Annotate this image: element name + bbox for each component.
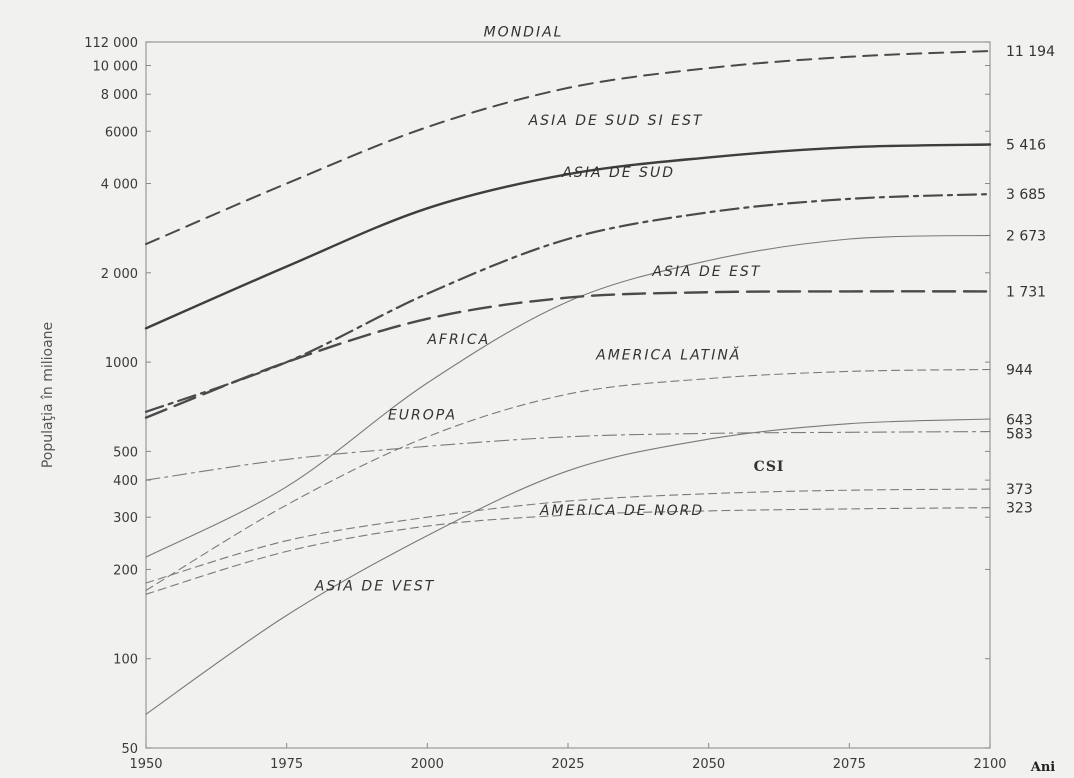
end-label-mondial: 11 194 [1006, 44, 1055, 60]
y-tick-label-8-000: 8 000 [101, 88, 138, 103]
end-label-america-de-nord: 323 [1006, 501, 1033, 517]
series-label-asia-de-vest: ASIA DE VEST [314, 578, 436, 594]
end-label-asia-de-vest: 643 [1006, 413, 1033, 429]
x-tick-label-2025: 2025 [551, 757, 584, 772]
x-tick-label-2100: 2100 [973, 757, 1006, 772]
end-label-asia-de-est: 1 731 [1006, 284, 1046, 300]
series-line-mondial [145, 50, 991, 246]
y-axis-title: Populaţia în milioane [40, 322, 56, 468]
series-line-asia-de-est [144, 290, 992, 419]
y-tick-label-50: 50 [121, 742, 138, 757]
series-label-mondial: MONDIAL [484, 25, 564, 41]
series-line-asia-de-sud [144, 193, 992, 413]
y-tick-label-112-000: 112 000 [84, 36, 138, 51]
end-label-asia-de-sud: 3 685 [1006, 187, 1046, 203]
series-label-csi: CSI [754, 459, 785, 475]
x-tick-label-2000: 2000 [411, 757, 444, 772]
x-axis-title: Ani [1030, 760, 1056, 775]
series-label-asia-de-sud-si-est: ASIA DE SUD SI EST [528, 113, 704, 129]
series-label-europa: EUROPA [388, 408, 457, 424]
y-tick-label-2-000: 2 000 [101, 267, 138, 282]
x-tick-label-2050: 2050 [692, 757, 725, 772]
x-tick-label-1975: 1975 [270, 757, 303, 772]
y-tick-label-200: 200 [113, 563, 138, 578]
end-label-america-latina: 944 [1006, 363, 1033, 379]
series-label-asia-de-sud: ASIA DE SUD [561, 165, 675, 181]
series-label-america-latina: AMERICA LATINĂ [595, 347, 741, 364]
y-tick-label-400: 400 [113, 474, 138, 489]
series-line-csi [145, 488, 991, 584]
x-axis: 1950 1975 2000 2025 2050 2075 2100 [129, 743, 1007, 772]
y-tick-label-500: 500 [113, 445, 138, 460]
y-tick-label-300: 300 [113, 511, 138, 526]
series-line-europa [145, 431, 991, 481]
series-line-africa [145, 234, 991, 558]
x-tick-label-2075: 2075 [833, 757, 866, 772]
series-line-america-latina [145, 368, 991, 591]
series-line-america-de-nord [145, 507, 991, 595]
end-label-asia-de-sud-si-est: 5 416 [1006, 137, 1046, 153]
y-axis: 50 100 200 300 400 500 1000 2 000 4 000 6000 8 000… [84, 36, 990, 757]
series-line-asia-de-vest [145, 418, 991, 715]
end-label-europa: 583 [1006, 426, 1033, 442]
series-line-asia-de-sud-si-est [144, 143, 992, 330]
y-tick-label-4-000: 4 000 [101, 178, 138, 193]
y-tick-label-10-000: 10 000 [93, 59, 139, 74]
end-label-csi: 373 [1006, 482, 1033, 498]
series-label-africa: AFRICA [426, 332, 490, 348]
y-tick-label-6000: 6000 [105, 125, 138, 140]
y-tick-label-100: 100 [113, 653, 138, 668]
series-label-asia-de-est: ASIA DE EST [651, 264, 761, 280]
x-tick-label-1950: 1950 [129, 757, 162, 772]
end-label-africa: 2 673 [1006, 228, 1046, 244]
y-tick-label-1000: 1000 [105, 356, 138, 371]
series-lines [144, 50, 992, 715]
series-label-america-de-nord: AMERICA DE NORD [539, 503, 704, 519]
series-labels: MONDIAL ASIA DE SUD SI EST ASIA DE SUD AFRI… [314, 25, 785, 595]
